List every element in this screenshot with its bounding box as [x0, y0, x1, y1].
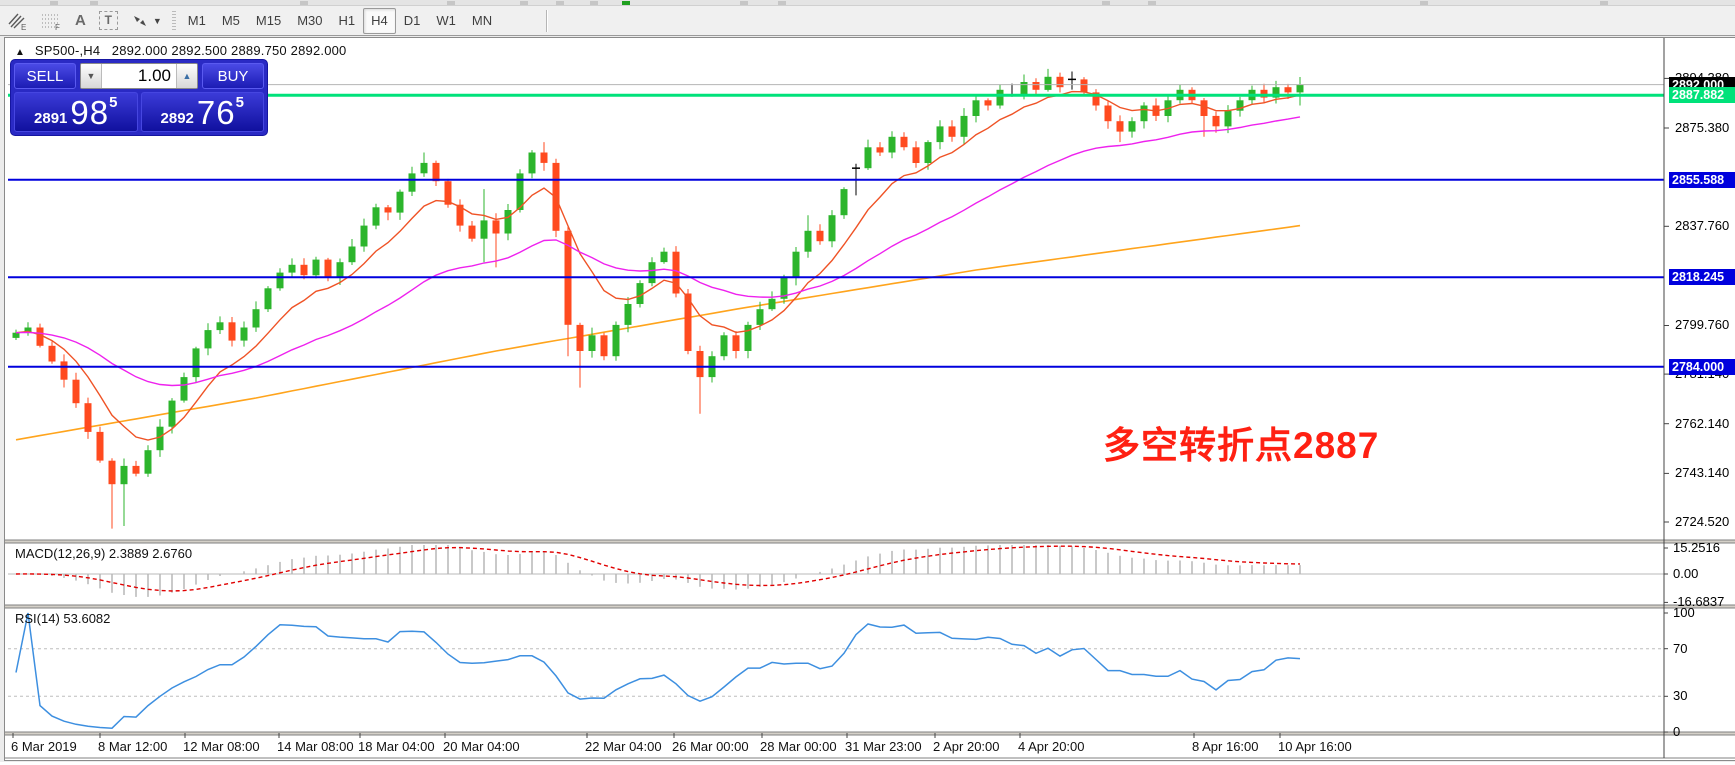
- timeframe-button-w1[interactable]: W1: [436, 13, 456, 28]
- chart-window: ▲ SP500-,H4 2892.000 2892.500 2889.750 2…: [4, 37, 1735, 761]
- clipped-icon: [1600, 1, 1608, 5]
- price-tick: 2837.760: [1675, 218, 1730, 234]
- ohlc-values: 2892.000 2892.500 2889.750 2892.000: [111, 43, 347, 58]
- buy-price-main: 76: [196, 94, 236, 131]
- time-axis-label: 8 Mar 12:00: [98, 739, 168, 754]
- time-axis-label: 2 Apr 20:00: [933, 739, 1000, 754]
- buy-button[interactable]: BUY: [202, 63, 264, 89]
- rsi-axis-tick: 30: [1673, 688, 1688, 704]
- macd-label: MACD(12,26,9) 2.3889 2.6760: [15, 546, 193, 561]
- volume-decrease-button[interactable]: ▼: [81, 64, 102, 88]
- time-axis-label: 28 Mar 00:00: [760, 739, 837, 754]
- time-axis-label: 18 Mar 04:00: [358, 739, 435, 754]
- sell-price-pip: 5: [109, 94, 118, 111]
- grid-icon[interactable]: F: [34, 9, 68, 33]
- chart-title: ▲ SP500-,H4 2892.000 2892.500 2889.750 2…: [15, 43, 347, 58]
- volume-input[interactable]: [102, 64, 176, 88]
- buy-price-handle: 2892: [160, 110, 194, 127]
- macd-axis-tick: 15.2516: [1673, 539, 1720, 555]
- main-toolbar: E F A T ▼ M1 M5 M15 M30 H1 H4 D1 W1 MN: [0, 6, 1735, 36]
- clipped-icon: [1102, 1, 1110, 5]
- rsi-axis-tick: 70: [1673, 640, 1688, 656]
- buy-price-tile[interactable]: 2892 76 5: [140, 92, 264, 132]
- text-label-icon[interactable]: A: [75, 12, 86, 29]
- svg-text:E: E: [21, 23, 26, 31]
- sell-button[interactable]: SELL: [14, 63, 76, 89]
- toolbar-separator: [546, 9, 549, 32]
- sell-price-main: 98: [70, 94, 110, 131]
- price-tick: 2875.380: [1675, 120, 1730, 135]
- chart-canvas[interactable]: [5, 38, 1735, 765]
- clipped-icon: [590, 1, 598, 5]
- volume-stepper: ▼ ▲: [80, 63, 198, 89]
- macd-axis-tick: 0.00: [1673, 566, 1699, 581]
- time-axis-label: 20 Mar 04:00: [443, 739, 520, 754]
- timeframe-button-mn[interactable]: MN: [471, 13, 493, 28]
- clipped-green-icon: [622, 1, 630, 5]
- time-axis-label: 8 Apr 16:00: [1192, 739, 1259, 754]
- clipped-icon: [50, 1, 58, 5]
- timeframe-button-m1[interactable]: M1: [187, 13, 206, 28]
- clipped-upper-toolbar: [0, 0, 1735, 6]
- time-axis-label: 10 Apr 16:00: [1278, 739, 1352, 754]
- clipped-icon: [300, 1, 308, 5]
- price-tick: 2762.140: [1675, 415, 1730, 431]
- clipped-icon: [740, 1, 748, 5]
- timeframe-bar: M1 M5 M15 M30 H1 H4 D1 W1 MN: [180, 7, 500, 34]
- price-tick: 2743.140: [1675, 465, 1730, 481]
- time-axis-label: 31 Mar 23:00: [845, 739, 922, 754]
- time-axis-label: 22 Mar 04:00: [585, 739, 662, 754]
- price-tick: 2799.760: [1675, 317, 1730, 333]
- clipped-icon: [556, 1, 564, 5]
- timeframe-button-h1[interactable]: H1: [338, 13, 356, 28]
- text-box-icon[interactable]: T: [93, 9, 124, 33]
- hline-price-badge: 2855.588: [1669, 171, 1735, 188]
- toolbar-grip: [171, 10, 176, 31]
- volume-increase-button[interactable]: ▲: [176, 64, 197, 88]
- pivot-price-badge: 2887.882: [1669, 87, 1735, 104]
- sell-price-handle: 2891: [34, 110, 68, 127]
- hline-price-badge: 2784.000: [1669, 358, 1735, 375]
- symbol-label: SP500-,H4: [34, 43, 101, 58]
- macd-axis-tick: -16.6837: [1673, 594, 1725, 610]
- timeframe-button-m30[interactable]: M30: [297, 13, 323, 28]
- timeframe-button-d1[interactable]: D1: [403, 13, 421, 28]
- time-axis-label: 26 Mar 00:00: [672, 739, 749, 754]
- collapse-triangle-icon[interactable]: ▲: [15, 47, 26, 58]
- pivot-annotation-text: 多空转折点2887: [1103, 425, 1380, 466]
- clipped-icon: [520, 1, 528, 5]
- indicators-icon[interactable]: E: [0, 9, 34, 33]
- timeframe-button-m5[interactable]: M5: [221, 13, 240, 28]
- clipped-icon: [447, 1, 455, 5]
- rsi-axis-tick: 0: [1673, 724, 1681, 739]
- price-tick: 2724.520: [1675, 514, 1730, 529]
- one-click-trading-panel: SELL ▼ ▲ BUY 2891 98 5 2892 76 5: [11, 60, 267, 135]
- sell-price-tile[interactable]: 2891 98 5: [14, 92, 138, 132]
- buy-price-pip: 5: [235, 94, 244, 111]
- svg-text:F: F: [55, 23, 60, 31]
- timeframe-button-m15[interactable]: M15: [255, 13, 282, 28]
- clipped-icon: [90, 1, 98, 5]
- rsi-axis-tick: 100: [1673, 605, 1695, 620]
- time-axis-label: 12 Mar 08:00: [183, 739, 260, 754]
- time-axis-label: 6 Mar 2019: [11, 739, 77, 754]
- clipped-icon: [1420, 1, 1428, 5]
- timeframe-button-h4[interactable]: H4: [363, 7, 396, 34]
- time-axis-label: 14 Mar 08:00: [277, 739, 354, 754]
- clipped-icon: [778, 1, 786, 5]
- arrows-objects-icon[interactable]: ▼: [124, 9, 168, 33]
- clipped-icon: [1148, 1, 1156, 5]
- time-axis-label: 4 Apr 20:00: [1018, 739, 1085, 754]
- hline-price-badge: 2818.245: [1669, 269, 1735, 286]
- chevron-down-icon: ▼: [152, 15, 162, 26]
- rsi-label: RSI(14) 53.6082: [15, 611, 111, 626]
